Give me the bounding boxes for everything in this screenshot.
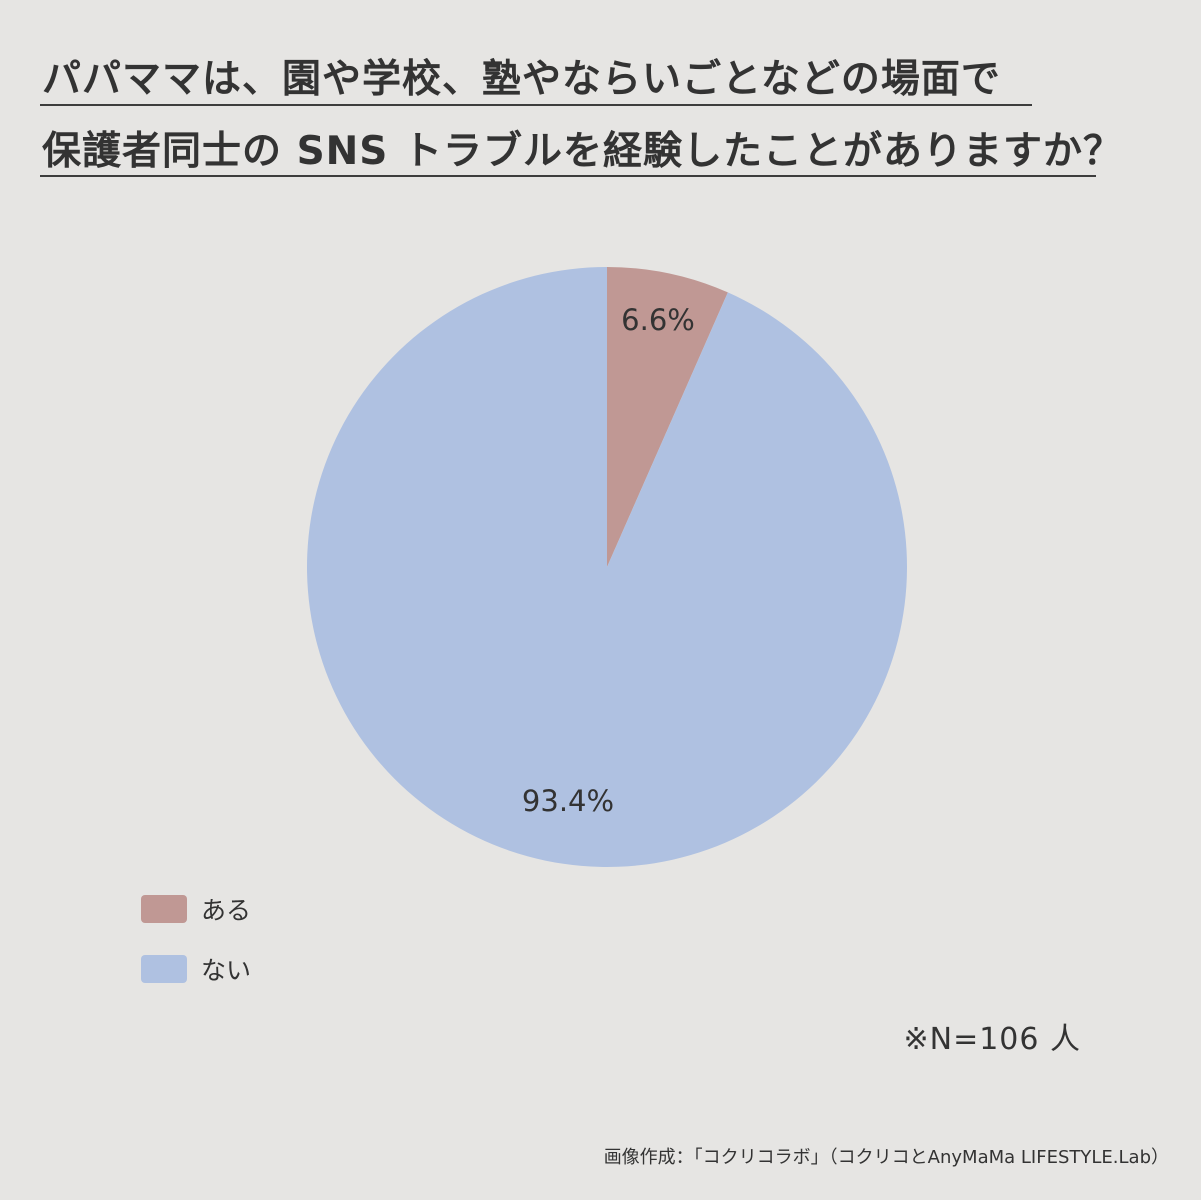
legend: ある ない bbox=[141, 893, 251, 1013]
title-underline-2 bbox=[40, 175, 1096, 177]
legend-label-aru: ある bbox=[201, 896, 252, 925]
sample-size-note: ※N=106 人 bbox=[903, 1022, 1081, 1057]
pie-label-nai: 93.4% bbox=[522, 784, 614, 818]
pie-slice-labels: 6.6% 93.4% bbox=[522, 303, 695, 818]
legend-swatch-aru bbox=[141, 895, 187, 923]
pie-label-aru: 6.6% bbox=[621, 303, 695, 337]
pie-slice-aru bbox=[607, 267, 728, 567]
chart-title-line-1: パパママは、園や学校、塾やならいごとなどの場面で bbox=[42, 57, 1001, 102]
legend-item-aru: ある bbox=[141, 893, 251, 925]
legend-label-nai: ない bbox=[201, 956, 252, 985]
legend-item-nai: ない bbox=[141, 953, 251, 985]
pie-slice-nai bbox=[307, 267, 908, 868]
title-underline-1 bbox=[40, 104, 1032, 106]
legend-swatch-nai bbox=[141, 955, 187, 983]
chart-title-line-2: 保護者同士の SNS トラブルを経験したことがありますか？ bbox=[42, 129, 1123, 174]
image-credit: 画像作成：「コクリコラボ」（コクリコとAnyMaMa LIFESTYLE.Lab… bbox=[603, 1147, 1169, 1168]
pie-slices bbox=[307, 267, 908, 868]
